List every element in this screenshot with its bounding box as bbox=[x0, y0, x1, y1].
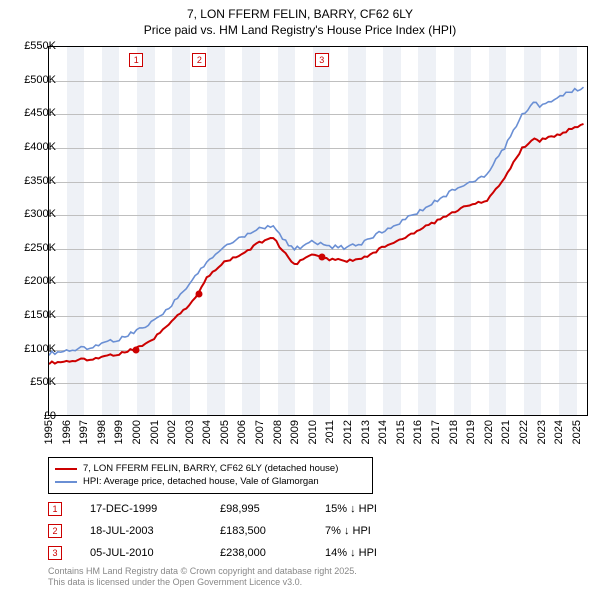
annotation-date: 17-DEC-1999 bbox=[90, 503, 220, 515]
x-tick-label: 2014 bbox=[377, 420, 389, 444]
x-tick-label: 2025 bbox=[571, 420, 583, 444]
title-line2: Price paid vs. HM Land Registry's House … bbox=[0, 22, 600, 38]
x-tick-label: 2013 bbox=[360, 420, 372, 444]
annotation-row: 2 18-JUL-2003£183,5007% ↓ HPI bbox=[48, 520, 377, 542]
x-tick-label: 2006 bbox=[236, 420, 248, 444]
legend-label: 7, LON FFERM FELIN, BARRY, CF62 6LY (det… bbox=[83, 462, 338, 475]
annotation-table: 1 17-DEC-1999£98,99515% ↓ HPI 2 18-JUL-2003… bbox=[48, 498, 377, 564]
x-tick-label: 2012 bbox=[342, 420, 354, 444]
y-tick-label: £450K bbox=[10, 107, 56, 119]
data-point-marker bbox=[133, 347, 140, 354]
annotation-marker: 1 bbox=[48, 502, 62, 516]
x-tick-label: 2021 bbox=[500, 420, 512, 444]
y-tick-label: £100K bbox=[10, 343, 56, 355]
x-tick-label: 2010 bbox=[307, 420, 319, 444]
x-tick-label: 2018 bbox=[448, 420, 460, 444]
x-tick-label: 2015 bbox=[395, 420, 407, 444]
line-layer bbox=[49, 47, 587, 415]
x-tick-label: 2007 bbox=[254, 420, 266, 444]
annotation-pct: 14% ↓ HPI bbox=[325, 547, 377, 559]
event-marker: 1 bbox=[129, 53, 143, 67]
x-tick-label: 2017 bbox=[430, 420, 442, 444]
annotation-row: 1 17-DEC-1999£98,99515% ↓ HPI bbox=[48, 498, 377, 520]
x-tick-label: 1997 bbox=[78, 420, 90, 444]
series-line bbox=[49, 87, 584, 355]
x-tick-label: 2003 bbox=[184, 420, 196, 444]
annotation-marker: 2 bbox=[48, 524, 62, 538]
x-tick-label: 2023 bbox=[536, 420, 548, 444]
annotation-price: £183,500 bbox=[220, 525, 325, 537]
y-tick-label: £400K bbox=[10, 141, 56, 153]
y-tick-label: £50K bbox=[10, 376, 56, 388]
footer: Contains HM Land Registry data © Crown c… bbox=[48, 566, 357, 589]
y-tick-label: £350K bbox=[10, 175, 56, 187]
legend-item: 7, LON FFERM FELIN, BARRY, CF62 6LY (det… bbox=[55, 462, 366, 475]
legend-label: HPI: Average price, detached house, Vale… bbox=[83, 475, 319, 488]
annotation-pct: 15% ↓ HPI bbox=[325, 503, 377, 515]
y-tick-label: £250K bbox=[10, 242, 56, 254]
y-tick-label: £150K bbox=[10, 309, 56, 321]
annotation-date: 18-JUL-2003 bbox=[90, 525, 220, 537]
event-marker: 2 bbox=[192, 53, 206, 67]
annotation-price: £238,000 bbox=[220, 547, 325, 559]
x-tick-label: 2008 bbox=[272, 420, 284, 444]
legend-item: HPI: Average price, detached house, Vale… bbox=[55, 475, 366, 488]
y-tick-label: £500K bbox=[10, 74, 56, 86]
x-tick-label: 1999 bbox=[113, 420, 125, 444]
annotation-pct: 7% ↓ HPI bbox=[325, 525, 371, 537]
title-line1: 7, LON FFERM FELIN, BARRY, CF62 6LY bbox=[0, 6, 600, 22]
annotation-price: £98,995 bbox=[220, 503, 325, 515]
footer-line2: This data is licensed under the Open Gov… bbox=[48, 577, 357, 588]
x-tick-label: 2009 bbox=[289, 420, 301, 444]
annotation-date: 05-JUL-2010 bbox=[90, 547, 220, 559]
chart-container: 7, LON FFERM FELIN, BARRY, CF62 6LY Pric… bbox=[0, 0, 600, 590]
x-tick-label: 2005 bbox=[219, 420, 231, 444]
data-point-marker bbox=[196, 290, 203, 297]
y-tick-label: £300K bbox=[10, 208, 56, 220]
x-tick-label: 2020 bbox=[483, 420, 495, 444]
x-tick-label: 2004 bbox=[201, 420, 213, 444]
annotation-row: 3 05-JUL-2010£238,00014% ↓ HPI bbox=[48, 542, 377, 564]
annotation-marker: 3 bbox=[48, 546, 62, 560]
x-tick-label: 2022 bbox=[518, 420, 530, 444]
x-tick-label: 2011 bbox=[324, 420, 336, 444]
x-tick-label: 1995 bbox=[43, 420, 55, 444]
x-tick-label: 1998 bbox=[96, 420, 108, 444]
x-tick-label: 2024 bbox=[553, 420, 565, 444]
x-tick-label: 2000 bbox=[131, 420, 143, 444]
footer-line1: Contains HM Land Registry data © Crown c… bbox=[48, 566, 357, 577]
plot-area: 1 2 3 bbox=[48, 46, 588, 416]
x-tick-label: 2016 bbox=[412, 420, 424, 444]
title-block: 7, LON FFERM FELIN, BARRY, CF62 6LY Pric… bbox=[0, 0, 600, 38]
data-point-marker bbox=[318, 253, 325, 260]
legend-swatch bbox=[55, 481, 77, 483]
legend: 7, LON FFERM FELIN, BARRY, CF62 6LY (det… bbox=[48, 457, 373, 494]
x-tick-label: 2002 bbox=[166, 420, 178, 444]
y-tick-label: £200K bbox=[10, 275, 56, 287]
event-marker: 3 bbox=[315, 53, 329, 67]
legend-swatch bbox=[55, 468, 77, 470]
x-tick-label: 2019 bbox=[465, 420, 477, 444]
x-tick-label: 1996 bbox=[61, 420, 73, 444]
y-tick-label: £550K bbox=[10, 40, 56, 52]
x-tick-label: 2001 bbox=[149, 420, 161, 444]
